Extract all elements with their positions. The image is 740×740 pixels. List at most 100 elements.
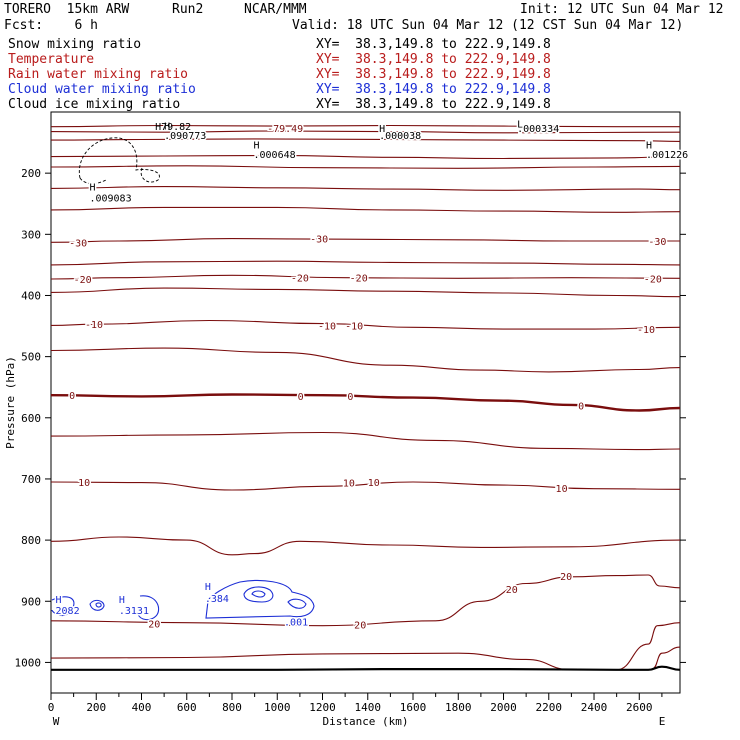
ice-high-value: H79.82 — [155, 122, 191, 133]
y-tick-label-600: 600 — [21, 412, 41, 425]
x-axis-title: Distance (km) — [322, 715, 408, 728]
isotherm--25 — [50, 260, 681, 266]
x-tick-label-2400: 2400 — [581, 701, 608, 714]
east-end-label: E — [659, 715, 666, 728]
legend-coords: XY= 38.3,149.8 to 222.9,149.8 — [316, 52, 551, 67]
y-tick-label-700: 700 — [21, 473, 41, 486]
surface-line — [51, 665, 681, 671]
y-tick-label-400: 400 — [21, 289, 41, 302]
temperature-label-21: 20 — [354, 621, 366, 632]
ice-label-8: L — [517, 120, 523, 131]
ice-label-0: H — [164, 121, 170, 132]
cloud-water-contour-0 — [51, 596, 75, 616]
legend-coords: XY= 38.3,149.8 to 222.9,149.8 — [316, 67, 551, 82]
snow-label-0: H — [89, 183, 95, 194]
legend-label: Cloud water mixing ratio — [8, 82, 196, 97]
x-tick-label-200: 200 — [86, 701, 106, 714]
x-tick-label-400: 400 — [132, 701, 152, 714]
run-label: Run2 — [172, 2, 204, 17]
temperature-label-23: 20 — [560, 572, 572, 583]
isotherm-0 — [50, 393, 681, 412]
y-tick-label-500: 500 — [21, 351, 41, 364]
cloud-water-contour-6 — [251, 590, 266, 598]
isotherm--5 — [50, 347, 681, 373]
temperature-label-11: -10 — [637, 325, 655, 336]
ice-label-2: H — [254, 140, 260, 151]
init-label: Init: 12 UTC Sun 04 Mar 12 — [520, 2, 724, 17]
y-axis-title: Pressure (hPa) — [4, 356, 17, 449]
ice-label-4: H — [646, 140, 652, 151]
isotherm-5 — [50, 431, 681, 451]
cloud-water-contour-7 — [287, 598, 307, 609]
temperature-label-10: -10 — [345, 321, 363, 332]
isotherm-30 — [652, 646, 681, 670]
temperature-label-4: -20 — [74, 275, 92, 286]
y-tick-label-900: 900 — [21, 595, 41, 608]
cloud-water-contour-4 — [205, 579, 315, 619]
x-tick-label-1800: 1800 — [445, 701, 472, 714]
model-label: TORERO 15km ARW — [4, 2, 130, 17]
plot-frame — [50, 111, 681, 694]
temperature-label-3: -30 — [648, 237, 666, 248]
valid-label: Valid: 18 UTC Sun 04 Mar 12 (12 CST Sun … — [292, 18, 684, 33]
isotherm--15 — [50, 287, 681, 298]
forecast-label: Fcst: 6 h — [4, 18, 98, 33]
temperature-label-7: -20 — [644, 274, 662, 285]
isotherm--31 — [50, 206, 681, 213]
cloud-water-contour-1 — [89, 599, 105, 611]
temperature-label-18: 10 — [368, 478, 380, 489]
ice-label-1: .090773 — [164, 131, 206, 142]
x-tick-label-1000: 1000 — [264, 701, 291, 714]
isotherm-25 — [50, 622, 681, 671]
temperature-label-0: -79.49 — [267, 124, 303, 135]
y-tick-label-300: 300 — [21, 228, 41, 241]
x-tick-label-2000: 2000 — [490, 701, 517, 714]
org-label: NCAR/MMM — [244, 2, 307, 17]
legend-coords: XY= 38.3,149.8 to 222.9,149.8 — [316, 37, 551, 52]
isotherm--50 — [50, 130, 681, 134]
x-tick-label-0: 0 — [48, 701, 55, 714]
legend-coords: XY= 38.3,149.8 to 222.9,149.8 — [316, 97, 551, 112]
snow-label-1: .009083 — [89, 194, 131, 205]
ice-label-3: .000648 — [254, 150, 296, 161]
temperature-label-17: 10 — [343, 479, 355, 490]
temperature-label-22: 20 — [506, 585, 518, 596]
cloud-water-label-1: 2082 — [56, 606, 80, 617]
x-tick-label-1200: 1200 — [309, 701, 336, 714]
isotherm-10 — [50, 481, 681, 491]
isotherm--35 — [50, 154, 681, 160]
x-tick-label-2200: 2200 — [536, 701, 563, 714]
temperature-label-16: 10 — [78, 478, 90, 489]
isotherm--60 — [50, 124, 680, 128]
isotherm--30 — [50, 238, 680, 243]
isotherm--40 — [50, 138, 681, 142]
x-tick-label-800: 800 — [222, 701, 242, 714]
cloud-water-label-5: .384 — [205, 594, 229, 605]
ice-label-6: H — [379, 124, 385, 135]
x-tick-label-1400: 1400 — [355, 701, 382, 714]
x-tick-label-1600: 1600 — [400, 701, 427, 714]
legend-label: Cloud ice mixing ratio — [8, 97, 181, 112]
cloud-water-label-0: H — [56, 595, 62, 606]
ice-label-7: .000038 — [379, 131, 421, 142]
legend-coords: XY= 38.3,149.8 to 222.9,149.8 — [316, 82, 551, 97]
temperature-label-6: -20 — [350, 274, 368, 285]
temperature-label-8: -10 — [85, 320, 103, 331]
temperature-label-14: 0 — [347, 392, 353, 403]
x-tick-label-2600: 2600 — [626, 701, 653, 714]
cloud-water-label-6: .001 — [284, 617, 308, 628]
cloud-water-label-4: H — [205, 582, 211, 593]
y-tick-label-1000: 1000 — [15, 656, 42, 669]
isotherm--33 — [50, 165, 681, 169]
west-end-label: W — [53, 715, 60, 728]
cloud-water-contour-5 — [243, 586, 274, 603]
ice-label-5: .001226 — [646, 150, 688, 161]
temperature-label-1: -30 — [69, 238, 87, 249]
x-tick-label-600: 600 — [177, 701, 197, 714]
legend-label: Snow mixing ratio — [8, 37, 142, 52]
temperature-label-19: 10 — [556, 484, 568, 495]
temperature-label-9: -10 — [318, 321, 336, 332]
temperature-label-5: -20 — [291, 274, 309, 285]
isotherm-20 — [50, 574, 681, 627]
